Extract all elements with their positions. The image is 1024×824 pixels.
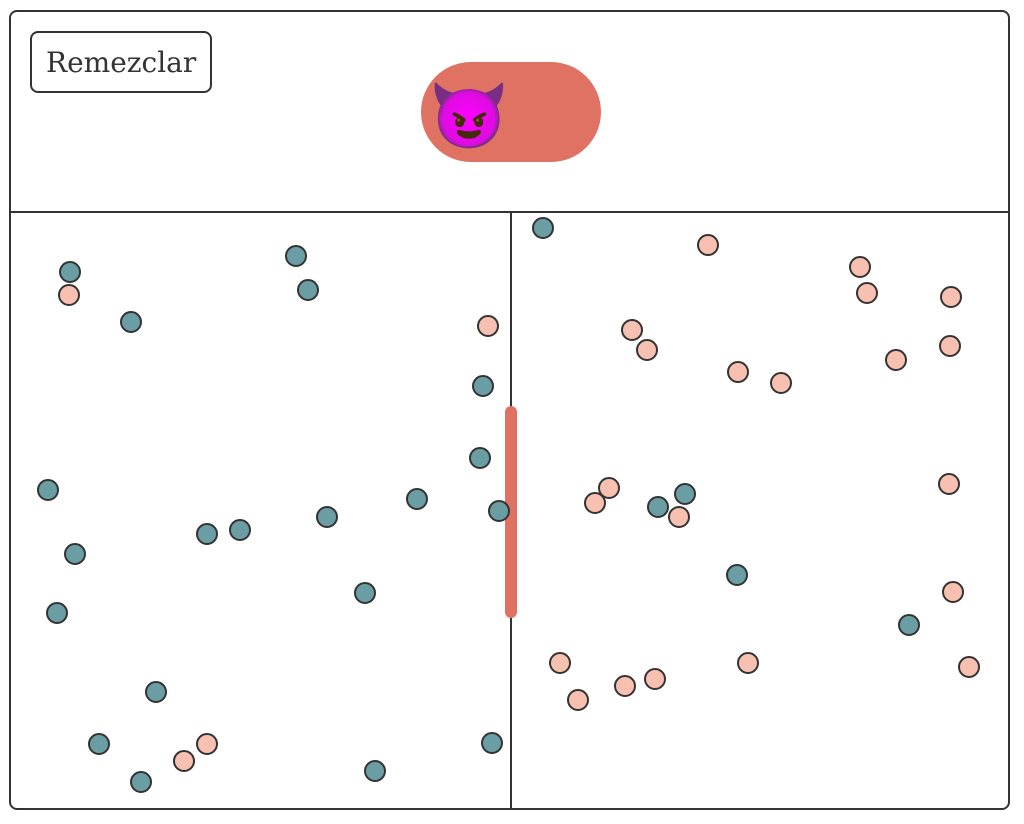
teal-particle [285,245,307,267]
pink-particle [636,339,658,361]
teal-particle [469,447,491,469]
pink-particle [727,361,749,383]
pink-particle [668,506,690,528]
teal-particle [37,479,59,501]
pink-particle [621,319,643,341]
teal-particle [898,614,920,636]
control-bar: Remezclar 😈 [11,12,1008,213]
teal-particle [488,500,510,522]
trapdoor-gate [505,406,517,618]
pink-particle [939,335,961,357]
app-frame: Remezclar 😈 [9,10,1010,810]
pink-particle [885,349,907,371]
pink-particle [549,652,571,674]
teal-particle [472,375,494,397]
teal-particle [145,681,167,703]
pink-particle [940,286,962,308]
pink-particle [644,668,666,690]
teal-particle [481,732,503,754]
teal-particle [196,523,218,545]
pink-particle [584,492,606,514]
teal-particle [354,582,376,604]
teal-particle [229,519,251,541]
pink-particle [58,284,80,306]
teal-particle [364,760,386,782]
demon-toggle[interactable]: 😈 [421,62,601,162]
teal-particle [46,602,68,624]
pink-particle [938,473,960,495]
pink-particle [856,282,878,304]
pink-particle [614,675,636,697]
teal-particle [297,279,319,301]
pink-particle [598,477,620,499]
pink-particle [196,733,218,755]
pink-particle [849,256,871,278]
teal-particle [59,261,81,283]
pink-particle [770,372,792,394]
teal-particle [406,488,428,510]
teal-particle [674,483,696,505]
teal-particle [532,217,554,239]
particle-arena [11,213,1008,808]
teal-particle [64,543,86,565]
pink-particle [567,689,589,711]
teal-particle [120,311,142,333]
teal-particle [130,771,152,793]
teal-particle [647,496,669,518]
pink-particle [737,652,759,674]
pink-particle [942,581,964,603]
teal-particle [726,564,748,586]
pink-particle [958,656,980,678]
smiling-imp-icon: 😈 [429,80,509,154]
pink-particle [173,750,195,772]
teal-particle [316,506,338,528]
teal-particle [88,733,110,755]
pink-particle [697,234,719,256]
pink-particle [477,315,499,337]
shuffle-button[interactable]: Remezclar [30,31,213,93]
